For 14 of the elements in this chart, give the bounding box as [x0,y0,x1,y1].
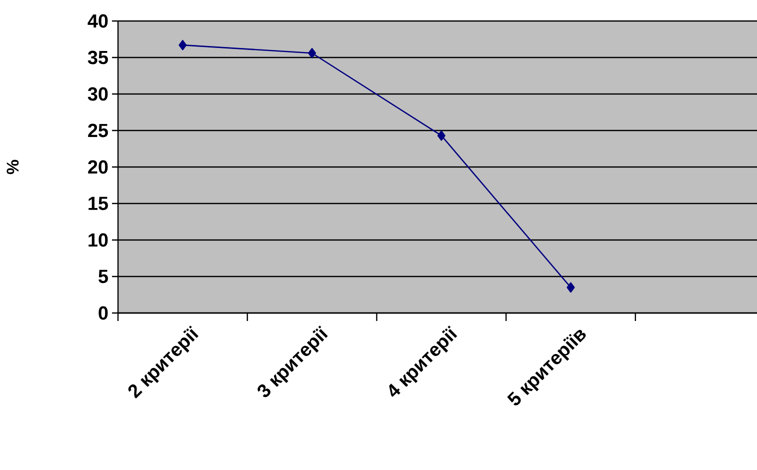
y-tick-label: 40 [88,14,108,28]
y-axis-title: % [6,160,19,174]
point [308,48,316,58]
y-tick-label: 35 [88,50,108,64]
y-tick-label: 0 [98,306,108,320]
point [178,40,187,50]
y-tick-label: 5 [98,270,108,284]
point [437,130,446,141]
y-tick-label: 15 [88,196,108,210]
y-tick-label: 25 [88,124,108,138]
y-tick-label: 20 [88,160,108,174]
point [566,282,575,293]
y-tick-label: 30 [88,87,108,101]
y-tick-label: 10 [88,233,108,247]
